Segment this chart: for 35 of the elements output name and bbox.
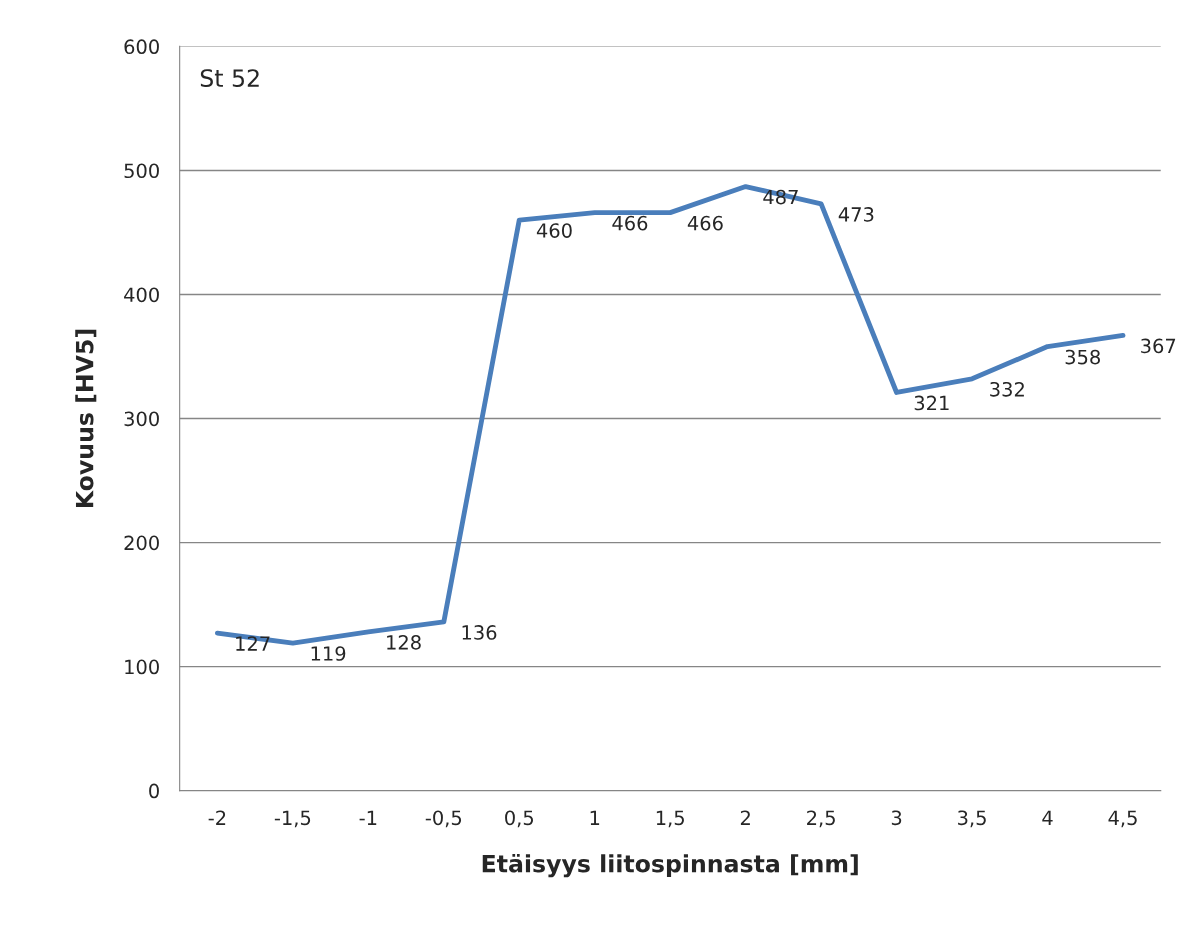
- x-axis-title: Etäisyys liitospinnasta [mm]: [482, 853, 858, 878]
- x-tick-label: -1,5: [274, 810, 311, 828]
- y-tick-label: 200: [124, 535, 159, 551]
- y-tick-label: 300: [124, 411, 159, 427]
- data-label: 367: [1141, 338, 1176, 354]
- data-label: 466: [687, 215, 723, 231]
- x-tick-label: 3: [891, 810, 902, 826]
- x-tick-label: 3,5: [958, 810, 986, 828]
- y-tick-label: 100: [125, 659, 159, 675]
- x-tick-label: 4,5: [1108, 810, 1137, 828]
- data-label: 119: [311, 646, 346, 661]
- data-label: 466: [612, 215, 648, 231]
- data-label: 321: [914, 395, 949, 411]
- data-label: 332: [990, 381, 1024, 397]
- y-tick-label: 0: [149, 783, 159, 799]
- y-tick-label: 500: [124, 163, 159, 179]
- x-tick-label: -2: [208, 810, 226, 825]
- x-tick-label: 1: [590, 810, 600, 825]
- x-tick-label: 0,5: [505, 810, 534, 828]
- y-tick-label: 400: [124, 287, 159, 303]
- x-tick-label: 2,5: [807, 810, 835, 828]
- x-tick-label: -1: [359, 810, 377, 825]
- data-label: 128: [387, 635, 421, 650]
- data-label: 136: [462, 625, 497, 640]
- y-axis-title: Kovuus [HV5]: [75, 329, 97, 508]
- x-tick-label: -0,5: [425, 810, 462, 828]
- x-tick-label: 2: [740, 810, 750, 825]
- data-label: 473: [838, 207, 874, 222]
- x-tick-label: 1,5: [656, 810, 684, 828]
- data-label: 358: [1065, 349, 1100, 365]
- x-tick-label: 4: [1042, 810, 1053, 825]
- annotation: St 52: [200, 69, 259, 87]
- y-tick-label: 600: [124, 39, 159, 55]
- data-label: 460: [536, 223, 572, 238]
- data-label: 127: [236, 636, 270, 651]
